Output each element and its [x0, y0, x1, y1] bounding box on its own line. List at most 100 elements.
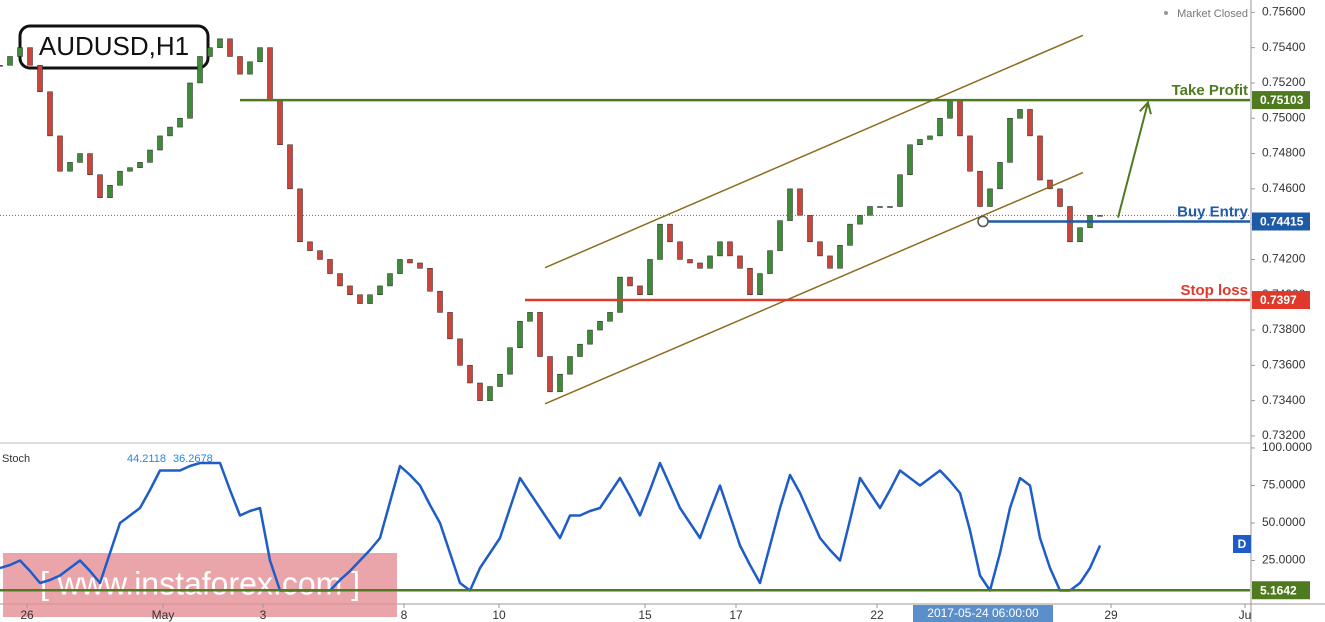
candle	[597, 320, 603, 331]
candle	[897, 174, 903, 207]
candle	[627, 276, 633, 287]
candle	[457, 338, 463, 366]
candle	[557, 373, 563, 393]
candle	[937, 118, 943, 137]
candle	[637, 285, 643, 295]
candle	[857, 215, 863, 225]
chart-title: AUDUSD,H1	[39, 31, 189, 61]
x-tick-label: 15	[638, 608, 652, 622]
candle	[977, 170, 983, 207]
y-tick-label: 0.74800	[1262, 146, 1306, 160]
candle	[277, 100, 283, 145]
candle	[107, 185, 113, 198]
candle	[1077, 227, 1083, 243]
candle	[727, 241, 733, 257]
candle	[377, 285, 383, 295]
candle	[487, 386, 493, 401]
x-tick-label: 3	[260, 608, 267, 622]
y-tick-label: 50.0000	[1262, 515, 1306, 529]
candle	[307, 241, 313, 251]
candle	[327, 259, 333, 274]
candle	[567, 356, 573, 375]
stoch-level-box	[1252, 581, 1310, 600]
candle	[677, 241, 683, 260]
entry-marker	[977, 215, 989, 228]
candle	[587, 329, 593, 345]
y-tick-label: 0.73800	[1262, 322, 1306, 336]
candle	[847, 223, 853, 246]
candle	[477, 382, 483, 401]
candle	[467, 365, 473, 384]
level-box	[1252, 212, 1310, 231]
candle	[517, 320, 523, 348]
candle	[397, 259, 403, 274]
y-tick-label: 0.74600	[1262, 181, 1306, 195]
arrow-head	[1139, 100, 1152, 115]
candle	[437, 290, 443, 313]
x-tick-label: 17	[729, 608, 743, 622]
candle	[997, 162, 1003, 190]
candle	[7, 56, 13, 66]
candle	[387, 273, 393, 287]
candle	[707, 255, 713, 269]
candle	[427, 268, 433, 292]
candle	[227, 38, 233, 57]
crosshair-box	[913, 605, 1053, 622]
crosshair-label: 2017-05-24 06:00:00	[927, 606, 1039, 620]
candle	[837, 245, 843, 269]
candle	[367, 294, 373, 304]
x-tick-label: 10	[492, 608, 506, 622]
y-tick-label: 75.0000	[1262, 478, 1306, 492]
target-arrow	[1117, 102, 1149, 218]
candle	[877, 206, 883, 208]
y-tick-label: 0.73200	[1262, 428, 1306, 442]
y-tick-label: 0.75000	[1262, 110, 1306, 124]
y-tick-label: 100.0000	[1262, 440, 1312, 454]
x-tick-label: 29	[1104, 608, 1118, 622]
candle	[407, 259, 413, 264]
candle	[967, 135, 973, 172]
y-tick-label: 0.75400	[1262, 40, 1306, 54]
watermark: [ www.instaforex.com ]	[40, 565, 360, 601]
candle	[1037, 135, 1043, 181]
candle	[87, 153, 93, 175]
candle	[867, 206, 873, 216]
candle	[27, 47, 33, 66]
x-tick-label: 22	[870, 608, 884, 622]
y-tick-label: 25.0000	[1262, 553, 1306, 567]
candle	[577, 343, 583, 357]
candle	[1017, 109, 1023, 119]
candle	[197, 56, 203, 84]
candle	[337, 273, 343, 287]
candle	[97, 174, 103, 198]
candle	[417, 262, 423, 269]
candle	[317, 250, 323, 260]
candle	[797, 188, 803, 216]
candle	[787, 188, 793, 221]
x-tick-label: May	[152, 608, 175, 622]
candle	[287, 144, 293, 190]
candle	[687, 259, 693, 264]
candle	[127, 167, 133, 172]
candle	[1047, 179, 1053, 190]
candle	[267, 47, 273, 101]
candle	[927, 135, 933, 140]
candle	[177, 118, 183, 128]
candle	[987, 188, 993, 207]
indicator-legend-box	[1233, 535, 1251, 553]
candle	[717, 241, 723, 257]
x-tick-label: 26	[20, 608, 34, 622]
candle	[347, 285, 353, 295]
status: Market Closed	[1177, 8, 1248, 20]
watermark-box	[3, 553, 397, 617]
stoch-line	[0, 461, 1102, 592]
level-name: Buy Entry	[1177, 203, 1249, 220]
level-value: 0.74415	[1260, 215, 1304, 229]
candle	[757, 273, 763, 295]
level-name: Take Profit	[1172, 82, 1248, 99]
candle	[1007, 118, 1013, 163]
candle	[447, 312, 453, 340]
candle	[207, 47, 213, 57]
candle	[647, 259, 653, 295]
